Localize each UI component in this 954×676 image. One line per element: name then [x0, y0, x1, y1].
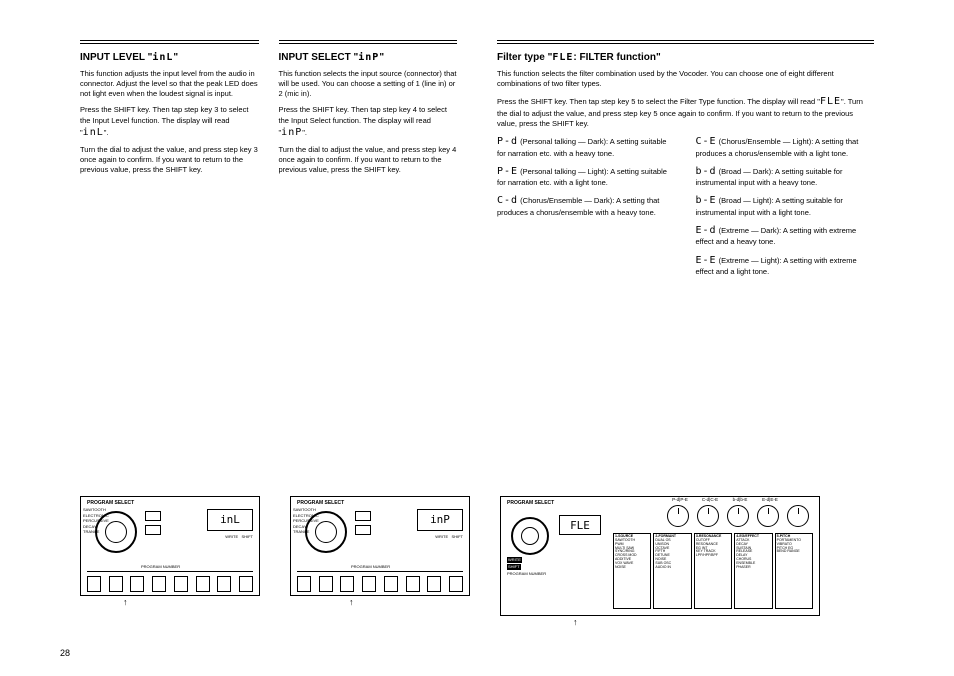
knob-label: E-d|E-E [757, 497, 783, 502]
arrow-icon: ↑ [573, 617, 578, 627]
arrow-icon: ↑ [123, 597, 128, 607]
arrow-icon: ↑ [349, 597, 354, 607]
filter-item: b-E (Broad — Light): A setting suitable … [696, 194, 875, 218]
table-col: 5-PITCHPORTAMENTOVIBRATOPITCH EGBEND RAN… [775, 533, 813, 609]
table-col: 2-FORMANTDUAL OSUNISONOCTAVEFIFTHDETUNEN… [653, 533, 691, 609]
table-col: 3-RESONANCECUTOFFRESONANCEEG INTKEY TRAC… [694, 533, 732, 609]
led-box [145, 525, 161, 535]
table-col: 1-SOURCESAWTOOTHPWMMULTI SAWSYNC/RINGCRO… [613, 533, 651, 609]
panel-mini-labels: WRITE SHIFT PROGRAM NUMBER [507, 557, 557, 577]
input-select-p2: Press the SHIFT key. Then tap step key 4… [279, 105, 458, 139]
filter-item: C-E (Chorus/Ensemble — Light): A setting… [696, 135, 875, 159]
knob-label: b-d|b-E [727, 497, 753, 502]
page-number: 28 [60, 648, 70, 658]
knob-label: P-d|P-E [667, 497, 693, 502]
param-table: 1-SOURCESAWTOOTHPWMMULTI SAWSYNC/RINGCRO… [613, 533, 813, 609]
input-level-p1: This function adjusts the input level fr… [80, 69, 259, 99]
dial-icon [305, 511, 347, 553]
filter-item: C-d (Chorus/Ensemble — Dark): A setting … [497, 194, 676, 218]
knob-row: P-d|P-E C-d|C-E b-d|b-E E-d|E-E [667, 505, 813, 527]
filter-item: b-d (Broad — Dark): A setting suitable f… [696, 165, 875, 189]
panel-lcd: inL [207, 509, 253, 531]
input-level-p3: Turn the dial to adjust the value, and p… [80, 145, 259, 175]
led-box [355, 525, 371, 535]
filter-intro: This function selects the filter combina… [497, 69, 874, 89]
panel-input-level: PROGRAM SELECT SAWTOOTHELECTRONICPERCUSS… [80, 496, 260, 596]
knob-label: C-d|C-E [697, 497, 723, 502]
knob-icon [757, 505, 779, 527]
panel-header: PROGRAM SELECT [507, 500, 554, 506]
knob-icon [697, 505, 719, 527]
input-select-p3: Turn the dial to adjust the value, and p… [279, 145, 458, 175]
panel-lcd: FLE [559, 515, 601, 535]
filter-item: P-d (Personal talking — Dark): A setting… [497, 135, 676, 159]
filter-title: Filter type "FLE: FILTER function" [497, 52, 874, 63]
panel-input-select: PROGRAM SELECT SAWTOOTHELECTRONICPERCUSS… [290, 496, 470, 596]
input-select-title: INPUT SELECT "inP" [279, 52, 458, 63]
led-box [145, 511, 161, 521]
filter-item: E-d (Extreme — Dark): A setting with ext… [696, 224, 875, 248]
panel-footer-label: PROGRAM NUMBER [351, 564, 390, 569]
table-col: 4-EG/EFFECTATTACKDECAYSUSTAINRELEASEDELA… [734, 533, 772, 609]
input-select-p1: This function selects the input source (… [279, 69, 458, 99]
knob-icon [787, 505, 809, 527]
dial-icon [511, 517, 549, 555]
panel-lcd: inP [417, 509, 463, 531]
filter-step: Press the SHIFT key. Then tap step key 5… [497, 95, 874, 129]
panel-filter: PROGRAM SELECT FLE WRITE SHIFT PROGRAM N… [500, 496, 820, 616]
input-level-p2: Press the SHIFT key. Then tap step key 3… [80, 105, 259, 139]
led-box [355, 511, 371, 521]
dial-icon [95, 511, 137, 553]
knob-icon [667, 505, 689, 527]
panel-write-shift: WRITE SHIFT [225, 535, 253, 540]
input-level-title: INPUT LEVEL "inL" [80, 52, 259, 63]
filter-item: P-E (Personal talking — Light): A settin… [497, 165, 676, 189]
panel-header: PROGRAM SELECT [297, 500, 344, 506]
panel-header: PROGRAM SELECT [87, 500, 134, 506]
panel-footer-label: PROGRAM NUMBER [141, 564, 180, 569]
panel-keys [87, 571, 253, 592]
panel-keys [297, 571, 463, 592]
panel-write-shift: WRITE SHIFT [435, 535, 463, 540]
knob-icon [727, 505, 749, 527]
filter-item: E-E (Extreme — Light): A setting with ex… [696, 254, 875, 278]
